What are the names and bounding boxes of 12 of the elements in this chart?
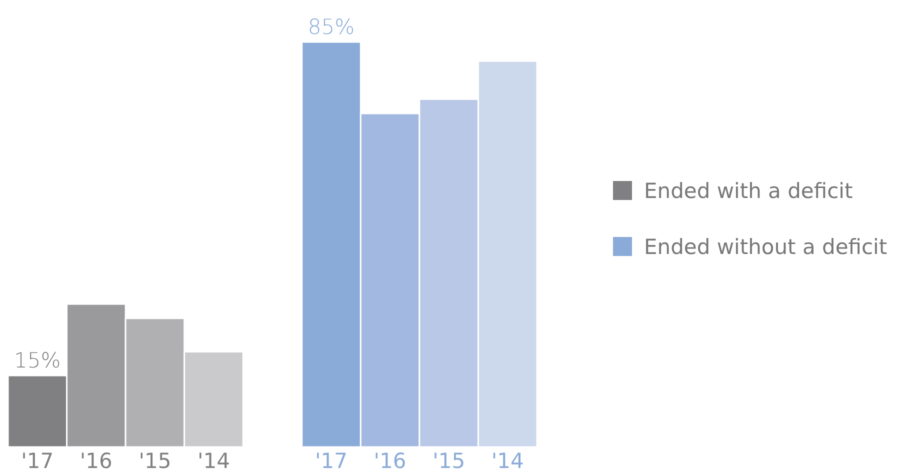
data-label: 15%	[14, 348, 61, 373]
x-tick-label: '14	[197, 449, 230, 471]
x-tick-label: '17	[21, 449, 54, 471]
x-tick-label: '16	[80, 449, 112, 471]
data-label: 85%	[308, 15, 355, 39]
legend-label: Ended with a deficit	[644, 179, 853, 203]
x-tick-label: '16	[374, 449, 406, 471]
x-tick-label: '15	[432, 449, 466, 471]
x-tick-label: '17	[315, 449, 348, 471]
x-tick-label: '14	[491, 449, 524, 471]
legend-label: Ended without a deficit	[644, 235, 888, 259]
x-tick-label: '15	[138, 449, 172, 471]
